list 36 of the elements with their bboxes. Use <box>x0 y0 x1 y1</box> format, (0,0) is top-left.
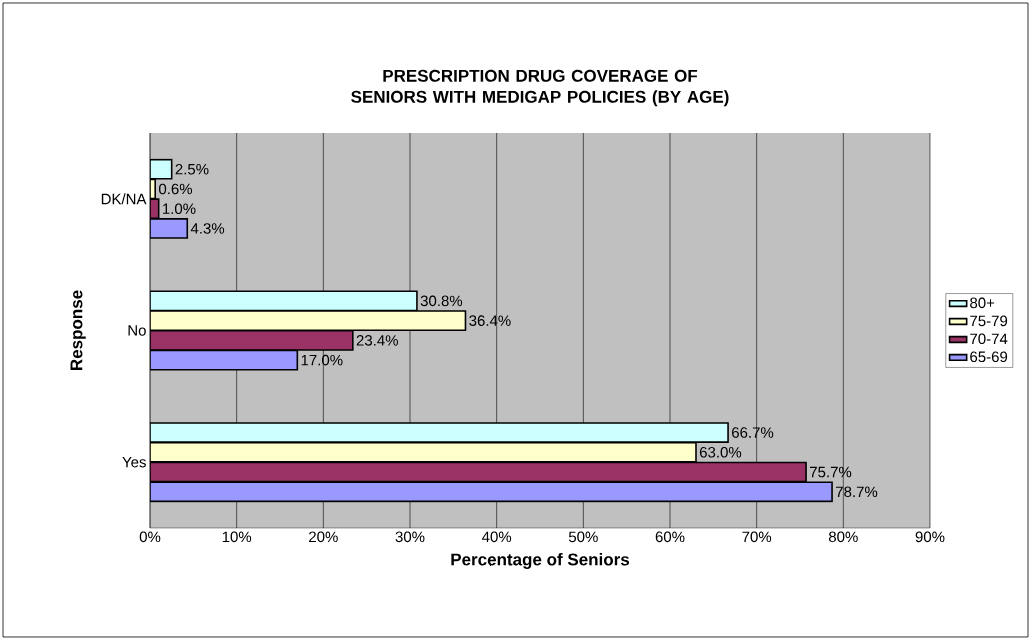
data-label: 75.7% <box>810 466 852 478</box>
x-tick-label: 70% <box>742 531 772 543</box>
data-label: 23.4% <box>356 335 398 346</box>
chart-title: PRESCRIPTION DRUG COVERAGE OF SENIORS WITH MEDIGAP POLICIES (BY AGE) <box>351 69 729 107</box>
bar <box>150 349 299 371</box>
data-label: 63.0% <box>699 446 742 458</box>
data-label: 36.4% <box>469 315 511 326</box>
legend-label: 80+ <box>970 297 995 309</box>
data-label: 78.7% <box>836 486 878 498</box>
x-tick-label: 90% <box>915 531 945 543</box>
bar <box>150 461 807 483</box>
x-tick-label: 80% <box>828 531 858 543</box>
y-tick-label: DK/NA <box>101 193 147 205</box>
y-tick-label: Yes <box>122 456 146 468</box>
y-axis-title: Response <box>70 290 86 370</box>
x-tick-label: 0% <box>139 531 161 543</box>
y-tick-label: No <box>128 325 146 336</box>
data-label: 0.6% <box>158 183 193 195</box>
x-tick-label: 10% <box>222 531 252 543</box>
legend-label: 65-69 <box>970 351 1008 363</box>
legend-label: 70-74 <box>970 333 1008 345</box>
bar <box>150 481 833 503</box>
data-label: 4.3% <box>190 223 225 234</box>
x-tick-label: 30% <box>395 531 425 543</box>
data-label: 66.7% <box>732 427 774 438</box>
data-label: 2.5% <box>175 163 209 175</box>
x-tick-label: 20% <box>309 531 338 543</box>
data-label: 1.0% <box>163 203 196 215</box>
legend-label: 75-79 <box>970 315 1008 327</box>
x-tick-label: 50% <box>568 531 598 543</box>
x-tick-label: 60% <box>655 531 685 543</box>
data-label: 17.0% <box>301 354 343 366</box>
x-axis-title: Percentage of Seniors <box>451 553 630 569</box>
x-tick-label: 40% <box>482 531 512 543</box>
bar <box>150 290 418 312</box>
data-label: 30.8% <box>420 295 463 307</box>
